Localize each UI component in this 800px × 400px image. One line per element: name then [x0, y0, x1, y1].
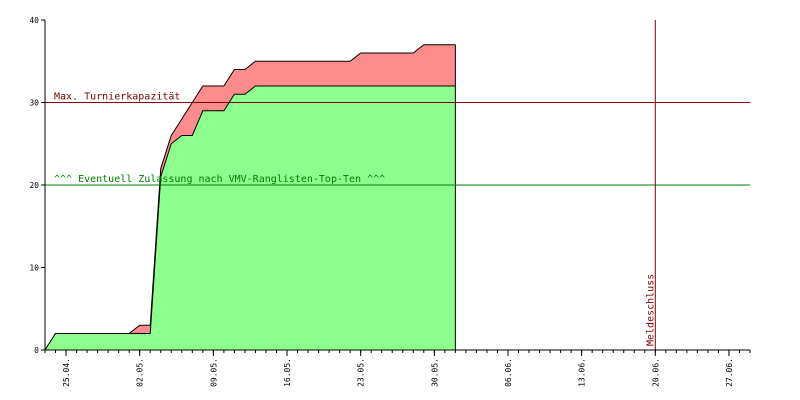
series-outline-2 [44, 85, 456, 351]
x-tick-label: 09.05. [209, 358, 218, 387]
x-tick-label: 23.05. [357, 358, 366, 387]
x-tick-label: 27.06. [725, 358, 734, 387]
y-tick-label-30: 30 [29, 99, 39, 108]
x-tick-label: 30.05. [430, 358, 439, 387]
x-tick-label: 20.06. [651, 358, 660, 387]
vline-label-deadline: Meldeschluss [645, 274, 656, 346]
x-tick-label: 25.04. [62, 358, 71, 387]
y-tick-label-10: 10 [29, 264, 39, 273]
reference-lines-group: Max. Turnierkapazität ^^^ Eventuell Zulas… [45, 20, 750, 350]
y-tick-label-20: 20 [29, 181, 39, 190]
y-tick-label-0: 0 [34, 346, 39, 355]
y-tick-label-40: 40 [29, 16, 39, 25]
x-tick-label: 02.05. [136, 358, 145, 387]
x-tick-label: 06.06. [504, 358, 513, 387]
hline-label-30: Max. Turnierkapazität [54, 92, 180, 103]
ticks-group: 0 10 20 30 40 25.04. 02.05. 09.05. 16.05. 23.05. 3… [29, 16, 751, 387]
series-outline-1 [44, 44, 456, 351]
hline-label-20: ^^^ Eventuell Zulassung nach VMV-Ranglis… [54, 174, 385, 185]
x-tick-label: 16.05. [283, 358, 292, 387]
area-series-group [44, 44, 456, 351]
area-series-2 [45, 86, 456, 350]
x-tick-label: 13.06. [578, 358, 587, 387]
